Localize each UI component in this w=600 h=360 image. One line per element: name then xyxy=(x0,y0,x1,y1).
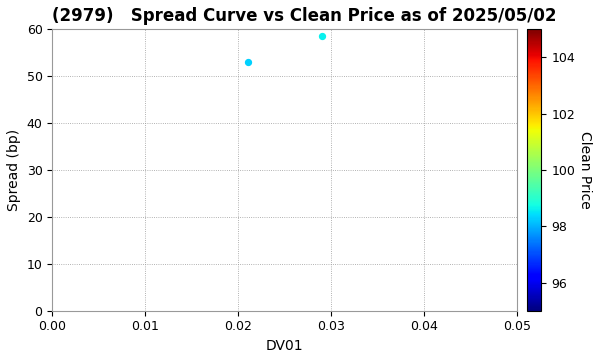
X-axis label: DV01: DV01 xyxy=(266,339,304,353)
Text: (2979)   Spread Curve vs Clean Price as of 2025/05/02: (2979) Spread Curve vs Clean Price as of… xyxy=(52,7,557,25)
Point xyxy=(243,59,253,65)
Point xyxy=(317,33,327,39)
Y-axis label: Spread (bp): Spread (bp) xyxy=(7,129,21,211)
Y-axis label: Clean Price: Clean Price xyxy=(578,131,592,209)
